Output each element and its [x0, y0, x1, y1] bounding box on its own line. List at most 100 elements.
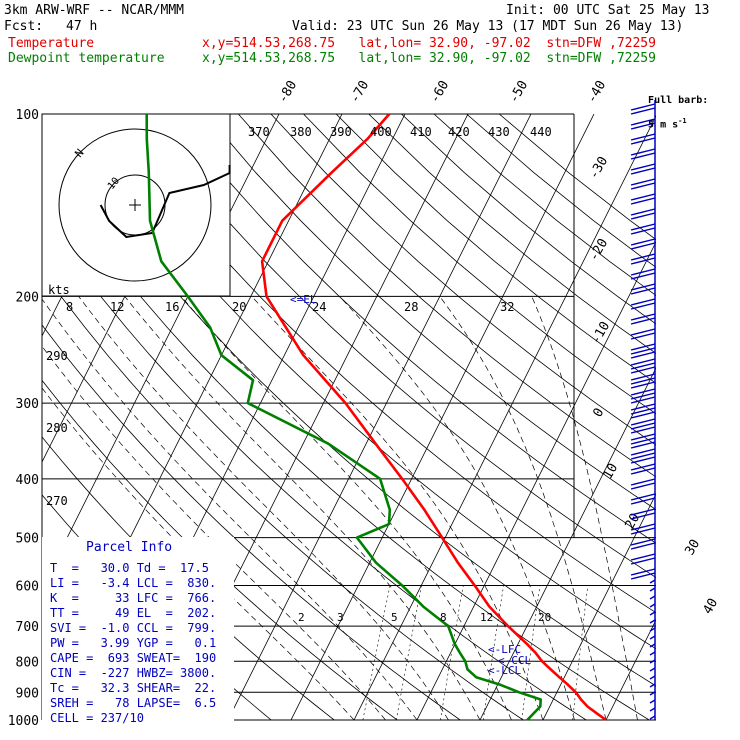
- wind-barb-flag: [649, 691, 656, 696]
- wind-barb-flag: [630, 212, 656, 220]
- wind-barb-flag: [630, 366, 656, 374]
- wind-barb-flag: [630, 313, 656, 321]
- wind-barb-flag: [630, 343, 656, 351]
- mixing-ratio-label: 20: [538, 611, 551, 624]
- wind-barb-flag: [630, 193, 656, 201]
- wind-barb-flag: [649, 579, 656, 584]
- wind-barb-flag: [630, 253, 656, 261]
- wind-barb-flag: [630, 272, 656, 280]
- moist-adiabat: [439, 296, 607, 720]
- wind-barb-flag: [630, 482, 656, 490]
- isotherm-label-top: -80: [275, 78, 300, 106]
- moist-adiabat: [42, 387, 355, 720]
- parcel-row-svi: SVI = -1.0 CCL = 799.: [50, 621, 217, 635]
- wind-speed-tick-label: 12: [110, 300, 124, 314]
- wind-barb-flag: [630, 557, 656, 565]
- theta-label: 420: [448, 125, 470, 139]
- wind-barb-flag: [630, 328, 656, 336]
- wind-barb-flag: [630, 381, 656, 389]
- wind-barb-flag: [630, 467, 656, 475]
- dry-adiabat: [42, 163, 650, 720]
- mixing-ratio-label: 2: [298, 611, 305, 624]
- hodograph-trace: [99, 165, 231, 239]
- wind-barb-flag: [630, 508, 656, 516]
- wind-barb-flag: [649, 659, 656, 664]
- wind-barb-flag: [630, 441, 656, 449]
- pressure-tick-label: 300: [16, 397, 39, 412]
- wind-barb-flag: [649, 627, 656, 632]
- wind-speed-tick-label: 8: [66, 300, 73, 314]
- isotherm-label-top: -50: [506, 78, 531, 106]
- sounding-profiles: [145, 113, 607, 722]
- theta-label: 430: [488, 125, 510, 139]
- moist-adiabat: [42, 298, 418, 720]
- wind-barb-flag: [649, 667, 656, 672]
- wind-barb-flag: [630, 107, 656, 115]
- wind-speed-tick-label: 20: [232, 300, 246, 314]
- moist-adiabat: [124, 296, 481, 720]
- wind-barb-flag: [630, 433, 656, 441]
- dry-adiabat: [74, 114, 656, 650]
- theta-label-left: 270: [46, 494, 68, 508]
- parcel-row-tc: Tc = 32.3 SHEAR= 22.: [50, 681, 217, 695]
- wind-barb-flag: [630, 568, 656, 576]
- wind-barb-flag: [630, 167, 656, 175]
- wind-barb-flag: [630, 362, 656, 370]
- parcel-row-k: K = 33 LFC = 766.: [50, 591, 217, 605]
- wind-barb-flag: [630, 407, 656, 415]
- isotherm-line: [479, 367, 656, 720]
- wind-barb-flag: [630, 178, 656, 186]
- isotherm-label-right: 0: [590, 406, 607, 420]
- wind-barb-flag: [649, 611, 656, 616]
- wind-barb-flag: [649, 595, 656, 600]
- dry-adiabat: [42, 269, 524, 720]
- wind-barb-flag: [649, 603, 656, 608]
- wind-barb-flag: [630, 347, 656, 355]
- full-barb-value: 5 m s: [648, 119, 679, 131]
- moist-adiabat: [531, 296, 638, 720]
- wind-barb-flag: [649, 707, 656, 712]
- wind-barb-flag: [649, 651, 656, 656]
- mixing-ratio-label: 3: [337, 611, 344, 624]
- dewpoint-legend-label: Dewpoint temperature: [8, 51, 165, 66]
- wind-barb-flag: [630, 287, 656, 295]
- isotherm-label-right: -10: [588, 319, 613, 347]
- wind-barb-flag: [630, 242, 656, 250]
- theta-label-left: 280: [46, 421, 68, 435]
- moist-adiabat: [78, 296, 449, 720]
- isotherm-label-right: 20: [622, 511, 643, 532]
- theta-label: 370: [248, 125, 270, 139]
- init-time: Init: 00 UTC Sat 25 May 13: [506, 3, 710, 18]
- wind-barb-flag: [630, 257, 656, 265]
- isotherm-label-top: -70: [347, 78, 372, 106]
- isotherm-label-right: 30: [682, 537, 703, 558]
- wind-barb-flag: [630, 332, 656, 340]
- parcel-row-cell: CELL = 237/10: [50, 711, 144, 725]
- mixing-ratio-label: 12: [480, 611, 493, 624]
- isotherm-line: [669, 114, 740, 720]
- theta-label: 440: [530, 125, 552, 139]
- hodograph-outer-ring: [58, 128, 212, 282]
- forecast-label: Fcst:: [4, 19, 44, 34]
- wind-barb-flag: [630, 437, 656, 445]
- isotherm-label-right: 40: [700, 596, 721, 617]
- pressure-tick-label: 1000: [8, 714, 39, 729]
- pressure-tick-label: 800: [16, 655, 39, 670]
- isotherm-label-top: -40: [584, 78, 609, 106]
- wind-barb-flag: [630, 152, 656, 160]
- wind-speed-tick-label: 16: [165, 300, 179, 314]
- wind-barb-flag: [630, 388, 656, 396]
- wind-barb-flag: [630, 512, 656, 520]
- wind-barb-flag: [630, 317, 656, 325]
- pressure-tick-label: 600: [16, 580, 39, 595]
- wind-barb-flag: [630, 197, 656, 205]
- pressure-tick-label: 400: [16, 473, 39, 488]
- wind-barb-flag: [630, 223, 656, 231]
- wind-barb-flag: [630, 351, 656, 359]
- hodograph: N10: [41, 113, 231, 297]
- isotherm-line: [542, 493, 656, 720]
- theta-label: 400: [370, 125, 392, 139]
- wind-barb-flag: [630, 283, 656, 291]
- pressure-tick-label: 500: [16, 532, 39, 547]
